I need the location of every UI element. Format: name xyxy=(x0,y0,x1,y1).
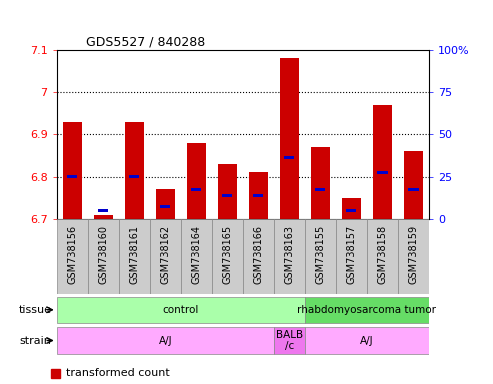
Bar xyxy=(280,58,299,219)
Bar xyxy=(398,219,429,294)
Text: tissue: tissue xyxy=(19,305,52,315)
Bar xyxy=(125,122,143,219)
Bar xyxy=(57,219,88,294)
Bar xyxy=(212,219,243,294)
Bar xyxy=(160,205,171,208)
Text: control: control xyxy=(163,305,199,315)
Text: GSM738162: GSM738162 xyxy=(160,225,170,284)
Bar xyxy=(156,189,175,219)
Text: GDS5527 / 840288: GDS5527 / 840288 xyxy=(86,36,206,49)
Text: GSM738159: GSM738159 xyxy=(408,225,419,284)
Bar xyxy=(408,188,419,191)
Bar xyxy=(191,188,202,191)
Bar xyxy=(119,219,150,294)
Bar xyxy=(63,122,81,219)
Text: GSM738156: GSM738156 xyxy=(67,225,77,284)
Bar xyxy=(253,194,263,197)
Text: transformed count: transformed count xyxy=(66,368,170,379)
Bar xyxy=(367,219,398,294)
Bar xyxy=(51,369,60,378)
Bar xyxy=(404,151,423,219)
Bar xyxy=(342,198,361,219)
Bar xyxy=(377,171,387,174)
Bar xyxy=(373,105,391,219)
Text: GSM738158: GSM738158 xyxy=(377,225,387,284)
Bar xyxy=(67,175,77,178)
Bar xyxy=(187,143,206,219)
Text: GSM738157: GSM738157 xyxy=(347,225,356,284)
Bar xyxy=(57,327,274,354)
Bar xyxy=(274,327,305,354)
Text: GSM738165: GSM738165 xyxy=(222,225,232,284)
Bar xyxy=(305,296,429,323)
Bar xyxy=(305,219,336,294)
Bar xyxy=(336,219,367,294)
Bar xyxy=(181,219,212,294)
Bar xyxy=(311,147,330,219)
Bar xyxy=(150,219,181,294)
Text: strain: strain xyxy=(20,336,52,346)
Text: GSM738163: GSM738163 xyxy=(284,225,294,284)
Text: GSM738164: GSM738164 xyxy=(191,225,201,284)
Text: GSM738160: GSM738160 xyxy=(98,225,108,284)
Text: A/J: A/J xyxy=(158,336,172,346)
Bar xyxy=(315,188,325,191)
Text: GSM738155: GSM738155 xyxy=(316,225,325,284)
Text: BALB
/c: BALB /c xyxy=(276,330,303,351)
Bar xyxy=(243,219,274,294)
Bar xyxy=(57,296,305,323)
Text: GSM738161: GSM738161 xyxy=(129,225,139,284)
Bar xyxy=(346,209,356,212)
Bar xyxy=(222,194,232,197)
Text: A/J: A/J xyxy=(360,336,374,346)
Bar xyxy=(129,175,140,178)
Bar xyxy=(218,164,237,219)
Bar xyxy=(284,156,294,159)
Bar xyxy=(249,172,268,219)
Bar xyxy=(305,327,429,354)
Bar xyxy=(94,215,112,219)
Text: GSM738166: GSM738166 xyxy=(253,225,263,284)
Text: rhabdomyosarcoma tumor: rhabdomyosarcoma tumor xyxy=(297,305,436,315)
Bar xyxy=(274,219,305,294)
Bar xyxy=(88,219,119,294)
Bar xyxy=(98,209,108,212)
